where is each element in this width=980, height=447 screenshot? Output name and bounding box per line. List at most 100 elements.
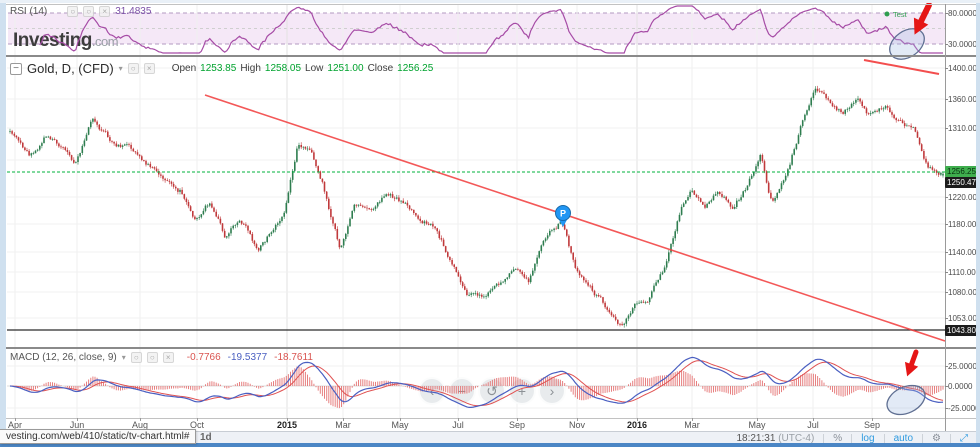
price-axis-label: 1080.00 [945,287,977,297]
time-axis-label: Sep [508,420,526,430]
macd-hide-icon[interactable]: ○ [146,352,158,363]
time-tick [757,418,758,421]
time-axis-label: Jun [69,420,85,430]
symbol-title[interactable]: Gold, D, (CFD) [27,61,114,76]
macd-label[interactable]: MACD (12, 26, close, 9) [10,352,117,363]
rsi-axis-label: 80.0000 [945,8,977,18]
price-axis-rule [945,4,946,431]
close-label: Close [367,63,394,74]
high-label: High [240,63,261,74]
time-tick [577,418,578,421]
symbol-header: − Gold, D, (CFD) ▾ ○ × Open 1253.85 High 1… [10,61,433,76]
toolbar-separator [823,433,825,443]
rsi-delete-icon[interactable]: × [99,6,111,17]
time-tick [872,418,873,421]
time-tick [517,418,518,421]
time-axis-rule [6,418,976,419]
window-edge-left [0,0,6,443]
time-axis-label: 2016 [626,420,648,430]
price-axis[interactable]: 80.0000 30.0000 1400.00 1360.00 1310.00 1220.… [944,0,980,431]
high-value: 1258.05 [264,63,302,74]
settings-gear-icon[interactable]: ⚙ [932,432,941,444]
price-axis-label: 1360.00 [945,94,977,104]
open-value: 1253.85 [200,63,237,74]
window-edge-bottom [0,443,980,447]
price-badge: 1256.25 [945,165,978,177]
window-edge-top [0,0,980,3]
close-value: 1256.25 [397,63,434,74]
time-tick [140,418,141,421]
clock-timezone: (UTC-4) [778,432,815,444]
price-badge: 1043.80 [945,324,978,336]
url-status-tooltip: vesting.com/web/410/static/tv-chart.html… [0,429,197,444]
toolbar-separator [950,433,951,443]
macd-header: MACD (12, 26, close, 9) ▾ ○ ○ × -0.7766 … [10,352,313,363]
macd-axis-label: 25.0000 [945,361,977,371]
rsi-hide-icon[interactable]: ○ [83,6,95,17]
price-axis-label: 1140.00 [944,247,977,257]
svg-text:P: P [560,209,566,219]
toolbar-separator [922,433,924,443]
price-axis-label: 1220.00 [945,192,977,202]
price-axis-label: 1053.00 [945,313,977,323]
time-tick [287,418,288,421]
time-tick [692,418,693,421]
symbol-close-icon[interactable]: × [143,63,155,74]
symbol-caret-icon[interactable]: ▾ [118,64,123,73]
low-label: Low [305,63,324,74]
rsi-main-separator[interactable] [6,55,976,57]
macd-delete-icon[interactable]: × [162,352,174,363]
window-edge-right [976,0,980,443]
rsi-label[interactable]: RSI (14) [10,6,48,17]
price-badge: 1250.47 [945,176,978,188]
logo-main: Investing [13,30,92,51]
collapse-pane-icon[interactable]: − [10,62,22,75]
time-axis-label: Mar [335,420,351,430]
time-tick [637,418,638,421]
price-axis-label: 1110.00 [945,267,976,277]
time-axis-label: May [391,420,409,430]
auto-scale-button[interactable]: auto [893,432,914,444]
toolbar-separator [883,433,885,443]
macd-settings-icon[interactable]: ○ [130,352,142,363]
time-tick [458,418,459,421]
macd-values: -0.7766 -19.5377 -18.7611 [187,352,313,363]
rsi-value: 31.4835 [115,6,152,17]
interval-button[interactable]: 1d [200,432,212,443]
toolbar-separator [851,433,853,443]
price-axis-label: 1310.00 [945,123,977,133]
top-rule [6,4,976,5]
fullscreen-icon[interactable]: ⤢ [960,432,968,444]
main-macd-separator[interactable] [6,347,976,349]
time-axis-label: Jul [452,420,464,430]
investing-logo: Investing.com [13,30,119,52]
time-axis-label: 2015 [276,420,298,430]
macd-axis-label: -25.0000 [945,403,980,413]
ohlc-readout: Open 1253.85 High 1258.05 Low 1251.00 Close… [172,63,434,74]
time-axis-label: Jul [807,420,819,430]
symbol-settings-icon[interactable]: ○ [127,63,139,74]
macd-axis-label: 0.0000 [944,381,973,391]
open-label: Open [171,63,197,74]
rsi-settings-icon[interactable]: ○ [67,6,79,17]
toolbar-right-group: 18:21:31 (UTC-4) % log auto ⚙ ⤢ [736,432,968,444]
clock: 18:21:31 (UTC-4) [736,433,814,444]
macd-line-value: -19.5377 [227,352,268,363]
rsi-axis-label: 30.0000 [945,39,977,49]
price-axis-label: 1400.00 [945,63,977,73]
rsi-header: RSI (14) ○ ○ × 31.4835 [10,6,151,17]
time-tick [343,418,344,421]
time-axis[interactable]: Apr Jun Aug Oct 2015 Mar May Jul Sep Nov 2016 Mar Ma… [0,418,945,431]
time-axis-label: Oct [189,420,205,430]
percent-scale-button[interactable]: % [833,432,843,444]
log-scale-button[interactable]: log [861,432,875,444]
time-tick [15,418,16,421]
time-axis-label: Apr [7,420,23,430]
price-axis-label: 1180.00 [944,219,977,229]
time-tick [77,418,78,421]
macd-caret-icon[interactable]: ▾ [121,353,126,362]
macd-signal-value: -18.7611 [274,352,313,363]
